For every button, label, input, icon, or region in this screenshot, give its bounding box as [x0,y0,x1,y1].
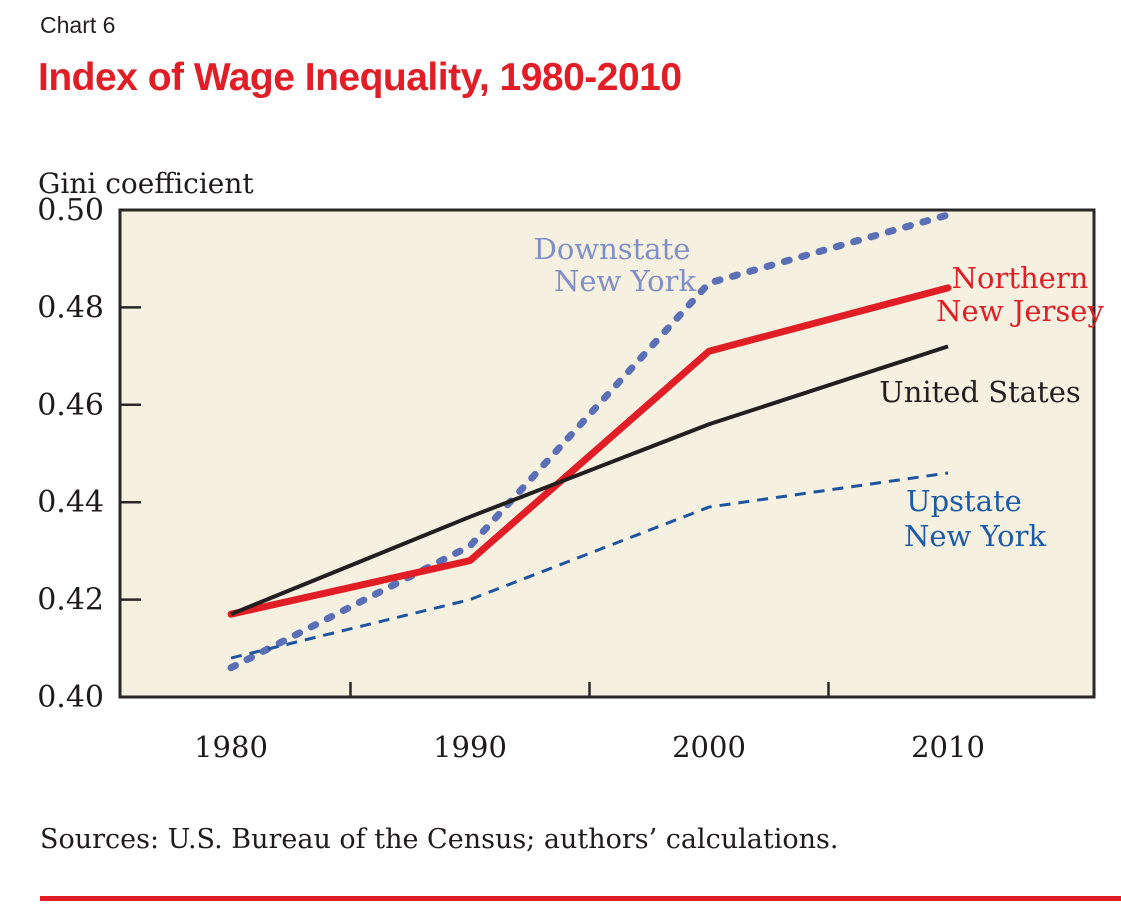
plot-border [118,208,1096,699]
series-label-upstate-new-york-line1: Upstate [906,484,1022,518]
series-label-downstate-new-york-line1: Downstate [534,232,691,266]
y-tick-label-0.40: 0.40 [37,680,104,715]
series-label-downstate-new-york-line2: New York [554,264,697,298]
series-line-upstate-new-york [230,471,949,660]
series-line-downstate-new-york [227,211,952,672]
series-line-northern-new-jersey [227,284,952,618]
x-tick-label-1980: 1980 [194,730,268,764]
y-tick-label-0.48: 0.48 [37,290,104,325]
series-label-northern-new-jersey-line2: New Jersey [936,294,1104,328]
y-tick-label-0.46: 0.46 [37,388,104,423]
y-tick-label-0.50: 0.50 [37,193,104,228]
x-tick-label-1990: 1990 [433,730,507,764]
series-label-upstate-new-york-line2: New York [904,519,1047,553]
chart-number: Chart 6 [40,12,116,38]
x-tick-label-2000: 2000 [672,730,746,764]
sources-note: Sources: U.S. Bureau of the Census; auth… [40,824,839,855]
y-tick-label-0.42: 0.42 [37,583,104,618]
series-label-united-states-line1: United States [879,375,1081,409]
series-line-united-states [230,344,949,617]
y-axis-title: Gini coefficient [38,167,254,200]
chart-title: Index of Wage Inequality, 1980-2010 [38,56,682,99]
series-label-northern-new-jersey-line1: Northern [952,261,1089,295]
bottom-rule [40,896,1121,901]
y-tick-label-0.44: 0.44 [37,485,104,520]
x-tick-label-2010: 2010 [911,730,985,764]
